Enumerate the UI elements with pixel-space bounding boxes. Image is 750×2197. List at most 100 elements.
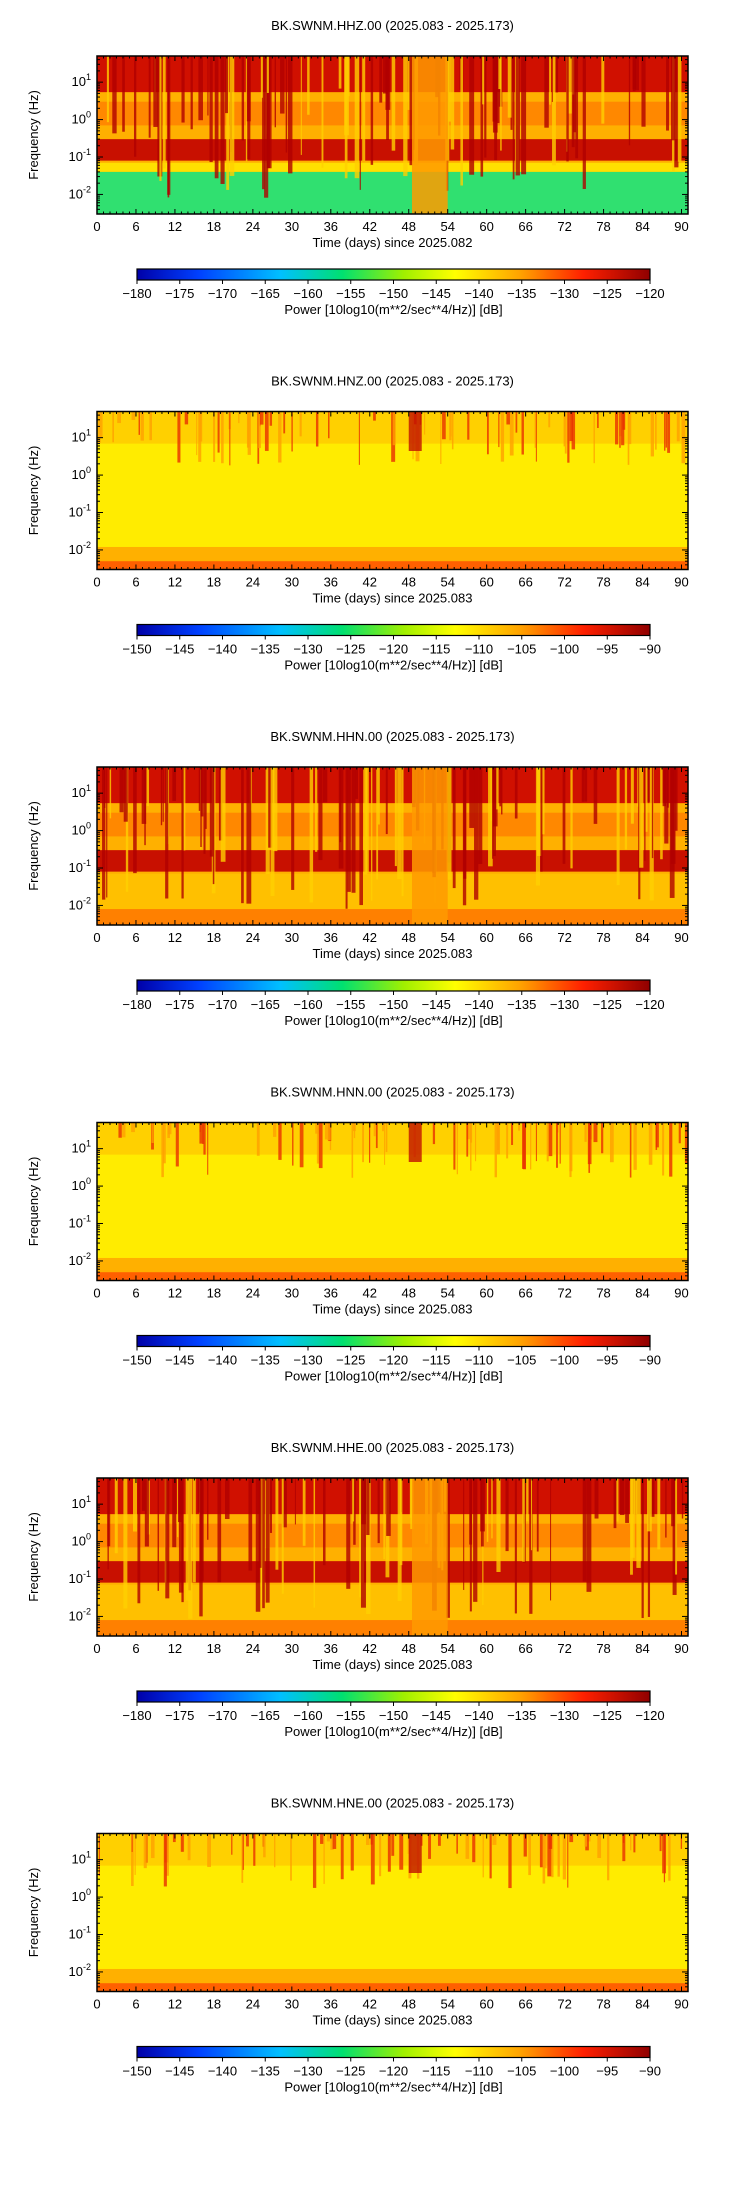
noise-streak xyxy=(609,1122,614,1163)
colorbar xyxy=(136,623,651,637)
noise-streak xyxy=(567,1833,569,1888)
mid-frequency-band xyxy=(97,1523,688,1548)
noise-streak xyxy=(198,56,203,121)
noise-streak xyxy=(144,767,146,846)
noise-streak xyxy=(261,1478,263,1600)
y-axis-label: Frequency (Hz) xyxy=(26,1512,41,1602)
noise-streak xyxy=(327,1122,331,1141)
x-tick-label: 12 xyxy=(168,575,182,590)
x-tick-label: 6 xyxy=(132,1641,139,1656)
noise-streak xyxy=(645,767,648,832)
x-tick-label: 30 xyxy=(285,219,299,234)
x-tick-label: 6 xyxy=(132,575,139,590)
noise-streak xyxy=(203,767,206,854)
noise-streak xyxy=(217,1478,222,1583)
noise-streak xyxy=(198,767,201,811)
x-tick-label: 72 xyxy=(557,930,571,945)
y-tick-label: 10-2 xyxy=(69,1606,91,1623)
x-tick-label: 18 xyxy=(207,575,221,590)
noise-streak xyxy=(648,1122,653,1165)
colorbar-tick-label: −150 xyxy=(379,997,408,1012)
noise-streak xyxy=(302,1478,306,1546)
colorbar-tick-label: −110 xyxy=(465,2064,493,2079)
x-tick-label: 6 xyxy=(132,1997,139,2012)
colorbar-tick-label: −125 xyxy=(336,2064,365,2079)
noise-streak xyxy=(522,1122,526,1169)
noise-streak xyxy=(540,767,543,872)
noise-streak xyxy=(601,56,605,124)
noise-streak xyxy=(299,411,302,437)
y-tick-label: 10-1 xyxy=(69,1214,91,1231)
noise-streak xyxy=(550,1478,552,1601)
noise-streak xyxy=(188,1478,193,1619)
noise-streak xyxy=(315,1122,319,1134)
x-tick-label: 30 xyxy=(285,575,299,590)
noise-streak xyxy=(442,411,446,440)
x-tick-label: 90 xyxy=(674,219,688,234)
colorbar-tick-label: −120 xyxy=(635,286,664,301)
colorbar-tick-label: −115 xyxy=(422,1353,450,1368)
x-tick-label: 18 xyxy=(207,1286,221,1301)
noise-streak xyxy=(266,56,269,94)
y-tick-exponent: 1 xyxy=(86,1494,91,1504)
noise-streak xyxy=(246,1833,249,1847)
noise-streak xyxy=(615,411,619,445)
noise-streak xyxy=(321,56,324,168)
noise-streak xyxy=(472,1833,476,1863)
noise-streak xyxy=(486,411,489,455)
noise-streak xyxy=(102,767,106,900)
high-frequency-band xyxy=(97,1478,688,1515)
noise-streak xyxy=(515,56,520,176)
x-tick-label: 0 xyxy=(93,930,100,945)
noise-streak xyxy=(647,767,650,802)
colorbar-tick-label: −135 xyxy=(251,2064,280,2079)
x-tick-label: 0 xyxy=(93,219,100,234)
noise-streak xyxy=(207,1122,209,1175)
noise-streak xyxy=(613,1478,617,1529)
noise-streak xyxy=(137,1478,141,1604)
noise-streak xyxy=(655,411,657,450)
noise-streak xyxy=(178,1478,184,1593)
colorbar-tick-label: −150 xyxy=(122,2064,151,2079)
y-axis-label: Frequency (Hz) xyxy=(26,1868,41,1958)
x-tick-label: 54 xyxy=(440,930,454,945)
noise-streak xyxy=(190,56,193,130)
noise-streak xyxy=(373,411,376,421)
noise-streak xyxy=(376,767,379,880)
noise-streak xyxy=(675,1478,678,1575)
noise-streak xyxy=(150,1833,155,1859)
noise-streak xyxy=(584,767,588,802)
noise-streak xyxy=(607,1833,610,1881)
noise-streak xyxy=(272,767,278,852)
colorbar-tick-label: −180 xyxy=(122,997,151,1012)
colorbar-tick-label: −150 xyxy=(379,286,408,301)
y-tick-exponent: 1 xyxy=(86,1139,91,1149)
noise-streak xyxy=(133,1478,138,1532)
spectrogram-panel: BK.SWNM.HHE.00 (2025.083 - 2025.173)0 6 12… xyxy=(26,1440,689,1739)
noise-streak xyxy=(255,1478,261,1612)
noise-streak xyxy=(354,56,360,179)
x-tick-label: 78 xyxy=(596,1641,610,1656)
noise-streak xyxy=(647,1478,651,1617)
noise-streak xyxy=(630,767,634,824)
colorbar-tick-label: −105 xyxy=(507,642,536,657)
colorbar-tick-label: −130 xyxy=(550,997,579,1012)
noise-streak xyxy=(358,411,360,465)
x-tick-label: 54 xyxy=(440,1997,454,2012)
noise-streak xyxy=(363,767,368,875)
noise-streak xyxy=(528,1833,532,1876)
plot-frame xyxy=(96,55,689,215)
x-tick-label: 0 xyxy=(93,1641,100,1656)
y-tick-label: 101 xyxy=(72,1494,91,1511)
x-tick-label: 72 xyxy=(557,219,571,234)
noise-streak xyxy=(555,56,559,93)
noise-streak xyxy=(581,767,585,802)
noise-streak xyxy=(187,1833,191,1861)
noise-streak xyxy=(630,1478,635,1558)
noise-streak xyxy=(522,1478,525,1562)
noise-streak xyxy=(365,767,369,873)
noise-streak xyxy=(241,56,245,141)
colorbar-tick-label: −110 xyxy=(465,1353,493,1368)
noise-streak xyxy=(529,1478,533,1614)
noise-streak xyxy=(424,411,426,435)
